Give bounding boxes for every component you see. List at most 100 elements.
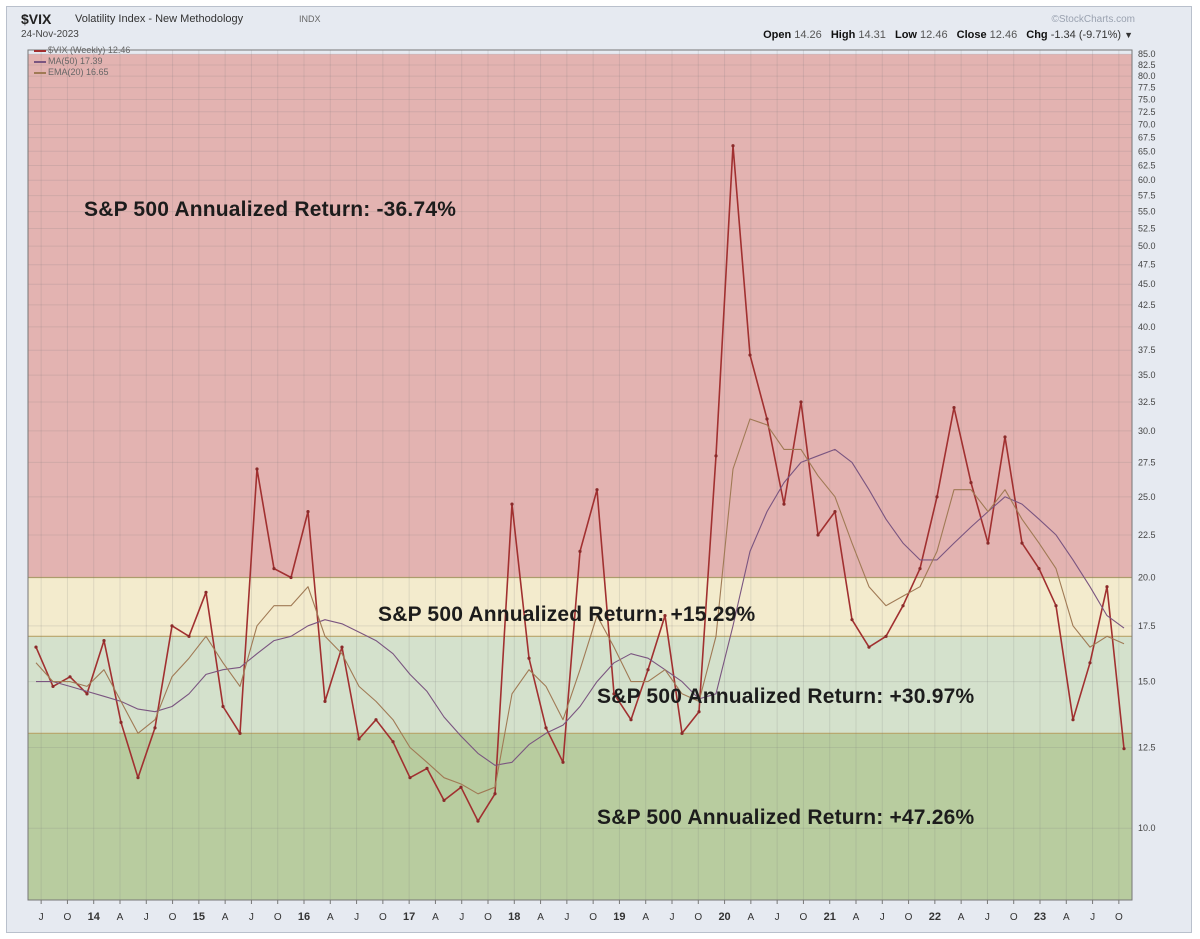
chart-symbol: $VIX	[21, 11, 52, 27]
vix-data-point	[170, 624, 174, 628]
vix-data-point	[765, 417, 769, 421]
legend-item-ma50: MA(50) 17.39	[34, 56, 130, 67]
x-tick-label: 21	[824, 911, 836, 923]
legend-label: $VIX (Weekly) 12.46	[48, 45, 131, 55]
vix-data-point	[34, 645, 38, 649]
x-tick-label: J	[880, 912, 885, 923]
y-tick-label: 40.0	[1138, 322, 1156, 332]
open-label: Open	[763, 29, 792, 41]
legend-item-ema20: EMA(20) 16.65	[34, 67, 130, 78]
vix-data-point	[340, 645, 344, 649]
y-tick-label: 77.5	[1138, 83, 1156, 93]
legend-swatch	[34, 71, 46, 74]
x-tick-label: A	[1063, 912, 1070, 923]
exchange-label: INDX	[299, 14, 321, 24]
brand-watermark: ©StockCharts.com	[1051, 14, 1135, 25]
x-tick-label: J	[354, 912, 359, 923]
zone-band	[28, 54, 1132, 578]
y-tick-label: 57.5	[1138, 191, 1156, 201]
y-tick-label: 75.0	[1138, 94, 1156, 104]
vix-data-point	[1088, 661, 1092, 665]
x-tick-label: 16	[298, 911, 310, 923]
chart-legend: $VIX (Weekly) 12.46 MA(50) 17.39 EMA(20)…	[34, 45, 130, 78]
vix-data-point	[918, 567, 922, 571]
vix-data-point	[391, 740, 395, 744]
x-tick-label: J	[39, 912, 44, 923]
vix-data-point	[646, 668, 650, 672]
x-tick-label: O	[379, 912, 387, 923]
x-tick-label: 17	[403, 911, 415, 923]
y-tick-label: 52.5	[1138, 223, 1156, 233]
vix-data-point	[1003, 435, 1007, 439]
y-tick-label: 72.5	[1138, 107, 1156, 117]
vix-data-point	[1020, 541, 1024, 545]
vix-data-point	[850, 618, 854, 622]
annotation-yellow-zone: S&P 500 Annualized Return: +15.29%	[378, 603, 756, 626]
vix-data-point	[782, 502, 786, 506]
vix-data-point	[323, 699, 327, 704]
vix-data-point	[697, 710, 701, 714]
x-tick-label: A	[222, 912, 229, 923]
vix-data-point	[204, 590, 208, 594]
dropdown-caret-icon[interactable]: ▼	[1124, 30, 1133, 40]
y-tick-label: 45.0	[1138, 279, 1156, 289]
y-tick-label: 85.0	[1138, 49, 1156, 59]
vix-data-point	[1105, 585, 1109, 589]
vix-data-point	[952, 405, 956, 410]
vix-data-point	[612, 692, 616, 696]
chart-name: Volatility Index - New Methodology	[75, 13, 244, 25]
vix-data-point	[459, 785, 463, 789]
vix-data-point	[357, 737, 361, 741]
x-tick-label: A	[117, 912, 124, 923]
vix-data-point	[289, 575, 293, 580]
annotation-red-zone: S&P 500 Annualized Return: -36.74%	[84, 198, 457, 221]
zone-band	[28, 577, 1132, 637]
x-tick-label: O	[64, 912, 72, 923]
x-tick-label: J	[249, 912, 254, 923]
y-tick-label: 35.0	[1138, 370, 1156, 380]
vix-data-point	[714, 454, 718, 458]
y-tick-label: 62.5	[1138, 160, 1156, 170]
close-value: 12.46	[989, 29, 1018, 41]
legend-swatch	[34, 49, 46, 52]
vix-data-point	[884, 634, 888, 638]
annotation-green-zone: S&P 500 Annualized Return: +47.26%	[597, 806, 975, 829]
x-tick-label: O	[1115, 912, 1123, 923]
y-tick-label: 37.5	[1138, 345, 1156, 355]
vix-data-point	[85, 692, 89, 696]
close-label: Close	[956, 29, 987, 41]
y-tick-label: 60.0	[1138, 175, 1156, 185]
y-tick-label: 12.5	[1138, 743, 1156, 753]
vix-data-point	[969, 481, 973, 485]
low-value: 12.46	[920, 29, 948, 41]
vix-data-point	[442, 798, 446, 802]
x-tick-label: A	[642, 912, 649, 923]
vix-data-point	[374, 718, 378, 722]
x-tick-label: O	[274, 912, 282, 923]
vix-data-point	[680, 731, 684, 735]
legend-label: EMA(20) 16.65	[48, 67, 109, 77]
y-tick-label: 27.5	[1138, 457, 1156, 467]
x-tick-label: J	[670, 912, 675, 923]
x-tick-label: O	[589, 912, 597, 923]
y-tick-label: 67.5	[1138, 133, 1156, 143]
x-tick-label: J	[459, 912, 464, 923]
vix-data-point	[867, 645, 871, 649]
vix-data-point	[833, 509, 837, 514]
x-tick-label: 18	[508, 911, 520, 923]
y-tick-label: 65.0	[1138, 146, 1156, 156]
vix-data-point	[510, 502, 514, 506]
x-tick-label: O	[484, 912, 492, 923]
vix-data-point	[408, 776, 412, 780]
high-value: 14.31	[858, 29, 886, 41]
x-tick-label: O	[169, 912, 177, 923]
vix-data-point	[493, 792, 497, 796]
vix-data-point	[544, 726, 548, 730]
ohlc-readout: Open 14.26 High 14.31 Low 12.46 Close 12…	[763, 29, 1133, 41]
chg-label: Chg	[1026, 29, 1048, 41]
y-tick-label: 42.5	[1138, 300, 1156, 310]
vix-data-point	[748, 353, 752, 357]
vix-data-point	[799, 400, 803, 404]
vix-data-point	[153, 726, 157, 730]
